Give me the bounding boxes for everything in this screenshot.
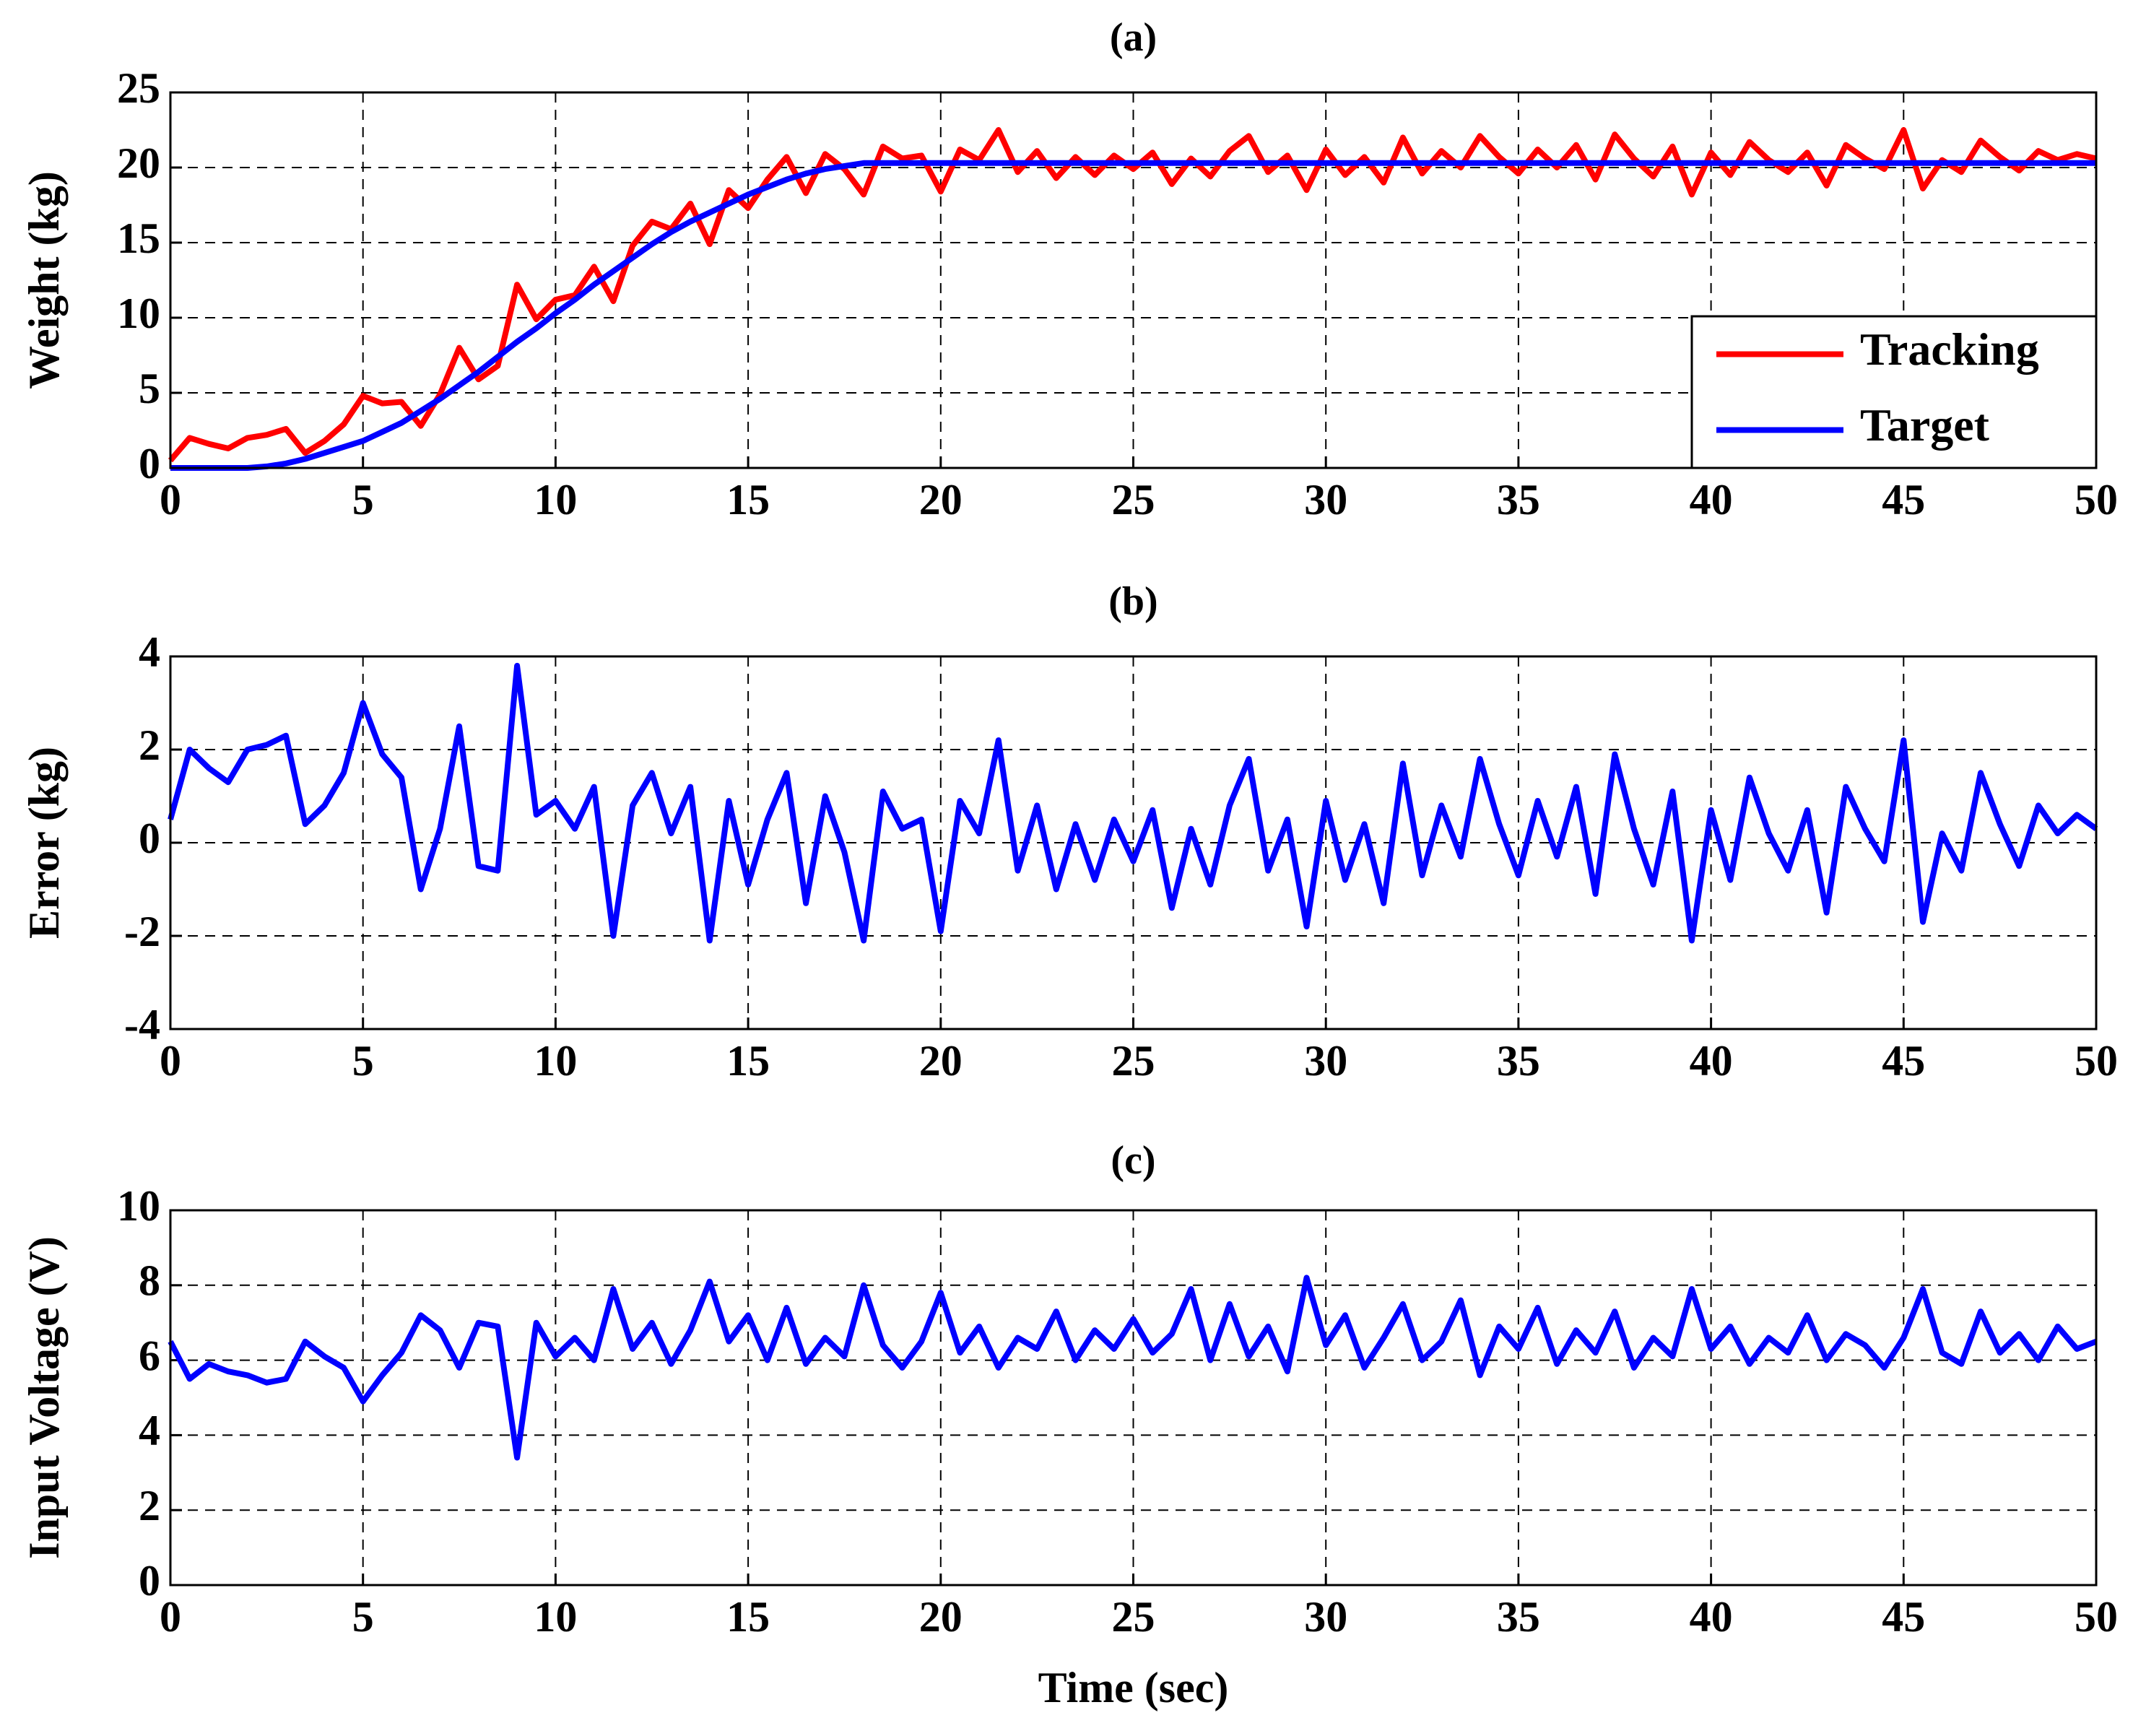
legend-label: Target: [1860, 399, 1990, 451]
plot: (c)Input Voltage (V)Time (sec)0 5 10 15 20 25…: [20, 1138, 2118, 1711]
y-tick-label: 2: [139, 721, 160, 769]
y-tick-label: 2: [139, 1482, 160, 1529]
y-axis-label: Input Voltage (V): [20, 1236, 68, 1559]
x-tick-label: 50: [2075, 1593, 2118, 1641]
plot: (b) Error (kg) 0 5 10 15 20 25 30 35 40 45 50 -4 -2 0 2 4: [20, 579, 2118, 1085]
x-tick-label: 35: [1497, 1037, 1540, 1085]
y-tick-label: 10: [117, 290, 160, 337]
y-tick-label: 0: [139, 815, 160, 862]
legend-box: [1690, 315, 2098, 469]
chart-title: (b): [1108, 579, 1157, 624]
x-tick-label: 30: [1304, 1037, 1347, 1085]
y-tick-label: 0: [139, 440, 160, 487]
x-tick-label: 20: [919, 476, 963, 524]
data-line: [168, 1275, 2098, 1461]
y-tick-label: 8: [139, 1257, 160, 1305]
x-tick-label: 20: [919, 1037, 963, 1085]
x-tick-label: 35: [1497, 476, 1540, 524]
y-tick-label: 6: [139, 1332, 160, 1379]
y-tick-label: 4: [139, 1407, 160, 1454]
x-tick-label: 15: [726, 1593, 770, 1641]
data-line: [170, 160, 2096, 471]
plot-frame: [169, 1209, 2098, 1587]
x-tick-label: 15: [726, 476, 770, 524]
chart-title: (a): [1110, 15, 1157, 60]
x-tick-label: 10: [534, 1593, 577, 1641]
x-tick-label: 45: [1882, 476, 1925, 524]
plot-frame: [169, 91, 2098, 469]
x-tick-label: 50: [2075, 1037, 2118, 1085]
x-tick-label: 0: [160, 1037, 181, 1085]
y-tick-label: 4: [139, 628, 160, 676]
y-tick-label: 25: [117, 64, 160, 112]
x-tick-label: 5: [352, 476, 374, 524]
x-axis-label: Time (sec): [1038, 1664, 1229, 1711]
x-tick-label: 0: [160, 476, 181, 524]
x-tick-label: 30: [1304, 476, 1347, 524]
x-tick-label: 25: [1112, 476, 1155, 524]
data-line: [168, 662, 2098, 944]
plot-frame: [169, 655, 2098, 1030]
y-axis-label: Error (kg): [20, 747, 68, 939]
x-tick-label: 40: [1690, 1593, 1733, 1641]
x-tick-label: 35: [1497, 1593, 1540, 1641]
x-tick-label: 30: [1304, 1593, 1347, 1641]
x-tick-label: 10: [534, 476, 577, 524]
x-tick-label: 45: [1882, 1593, 1925, 1641]
x-tick-label: 0: [160, 1593, 181, 1641]
x-tick-label: 40: [1690, 1037, 1733, 1085]
legend: Tracking Target: [1690, 315, 2098, 469]
y-axis-label: Weight (kg): [20, 171, 68, 389]
x-tick-label: 5: [352, 1037, 374, 1085]
y-tick-label: -2: [124, 908, 160, 955]
y-tick-label: 10: [117, 1182, 160, 1230]
y-tick-label: 20: [117, 139, 160, 187]
x-tick-label: 25: [1112, 1037, 1155, 1085]
legend-label: Tracking: [1860, 324, 2039, 375]
y-tick-label: 15: [117, 214, 160, 262]
y-tick-label: -4: [124, 1001, 160, 1049]
plot: (a) Weight (kg) 0 5 10 15 20 25 30 35 40 45 50 0 5 10 15…: [20, 15, 2118, 524]
x-tick-label: 25: [1112, 1593, 1155, 1641]
x-tick-label: 50: [2075, 476, 2118, 524]
y-tick-label: 0: [139, 1557, 160, 1605]
y-tick-label: 5: [139, 365, 160, 412]
x-tick-label: 20: [919, 1593, 963, 1641]
x-tick-label: 45: [1882, 1037, 1925, 1085]
x-tick-label: 10: [534, 1037, 577, 1085]
x-tick-label: 15: [726, 1037, 770, 1085]
x-tick-label: 40: [1690, 476, 1733, 524]
chart-title: (c): [1111, 1138, 1155, 1183]
x-tick-label: 5: [352, 1593, 374, 1641]
